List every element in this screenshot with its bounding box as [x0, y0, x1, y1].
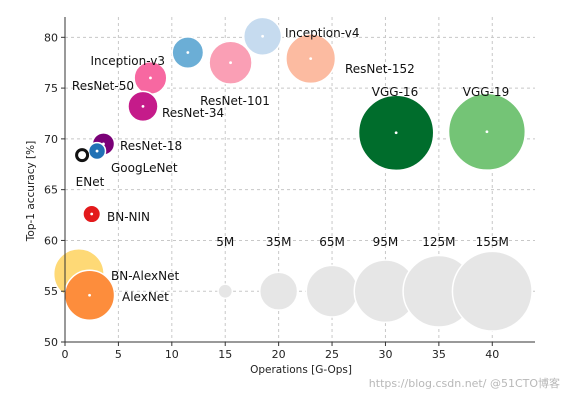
- x-tick-label: 15: [218, 348, 232, 361]
- bubble-center-dot: [95, 149, 99, 153]
- size-reference-bubble: [305, 264, 359, 318]
- label-resnet-101: ResNet-101: [200, 94, 270, 108]
- size-reference-label: 95M: [373, 235, 399, 249]
- label-resnet-34: ResNet-34: [162, 106, 224, 120]
- model-labels: Inception-v4 Inception-v3 ResNet-152 ResNet…: [72, 26, 509, 304]
- label-bn-nin: BN-NIN: [107, 210, 150, 224]
- y-tick-label: 60: [44, 234, 58, 247]
- x-axis-label: Operations [G-Ops]: [250, 364, 352, 376]
- x-tick-label: 20: [272, 348, 286, 361]
- size-reference-label: 155M: [476, 235, 509, 249]
- label-bn-alexnet: BN-AlexNet: [111, 269, 179, 283]
- y-tick-label: 55: [44, 285, 58, 298]
- y-tick-label: 65: [44, 184, 58, 197]
- bubble-center-dot: [149, 76, 152, 80]
- size-reference-bubble: [217, 283, 234, 300]
- model-bubbles: [52, 16, 527, 322]
- x-tick-label: 0: [62, 348, 69, 361]
- y-axis-label: Top-1 accuracy [%]: [25, 141, 37, 242]
- label-enet: ENet: [76, 175, 105, 189]
- x-tick-label: 30: [378, 348, 392, 361]
- x-tick-label: 40: [485, 348, 499, 361]
- size-reference-bubble: [258, 271, 299, 311]
- size-reference-label: 65M: [319, 235, 345, 249]
- y-tick-label: 80: [44, 31, 58, 44]
- x-tick-label: 25: [325, 348, 339, 361]
- label-resnet-18: ResNet-18: [120, 139, 182, 153]
- bubble-center-dot: [88, 293, 91, 297]
- size-reference-label: 35M: [266, 235, 292, 249]
- x-tick-label: 10: [165, 348, 179, 361]
- size-reference-bubbles: 5M 35M 65M 95M 125M 155M: [216, 235, 533, 332]
- size-reference-label: 5M: [216, 235, 234, 249]
- bubble-center-dot: [394, 131, 398, 135]
- x-tick-label: 5: [115, 348, 122, 361]
- label-alexnet: AlexNet: [122, 290, 169, 304]
- bubble-center-dot: [261, 34, 265, 38]
- bubble-center-dot: [186, 51, 190, 54]
- bubble-center-dot: [90, 212, 94, 216]
- label-resnet-50: ResNet-50: [72, 79, 134, 93]
- label-vgg-16: VGG-16: [372, 85, 418, 99]
- axes: 0 5 10 15 20 25 30 35 40 50 55 60 65 70 75 80: [44, 17, 535, 361]
- x-tick-label: 35: [432, 348, 446, 361]
- label-googlenet: GoogLeNet: [111, 161, 178, 175]
- label-resnet-152: ResNet-152: [345, 62, 415, 76]
- bubble-center-dot: [485, 130, 489, 134]
- y-tick-label: 50: [44, 336, 58, 349]
- size-reference-label: 125M: [422, 235, 455, 249]
- watermark: https://blog.csdn.net/ @51CTO博客: [369, 376, 560, 390]
- y-tick-label: 70: [44, 133, 58, 146]
- label-inception-v4: Inception-v4: [285, 26, 359, 40]
- size-reference-bubble: [451, 250, 533, 332]
- label-vgg-19: VGG-19: [463, 85, 509, 99]
- label-inception-v3: Inception-v3: [91, 54, 165, 68]
- bubble-center-dot: [309, 57, 313, 61]
- bubble-center-dot: [141, 104, 145, 108]
- bubble-center-dot: [80, 153, 84, 157]
- bubble-center-dot: [229, 61, 232, 65]
- y-tick-label: 75: [44, 82, 58, 95]
